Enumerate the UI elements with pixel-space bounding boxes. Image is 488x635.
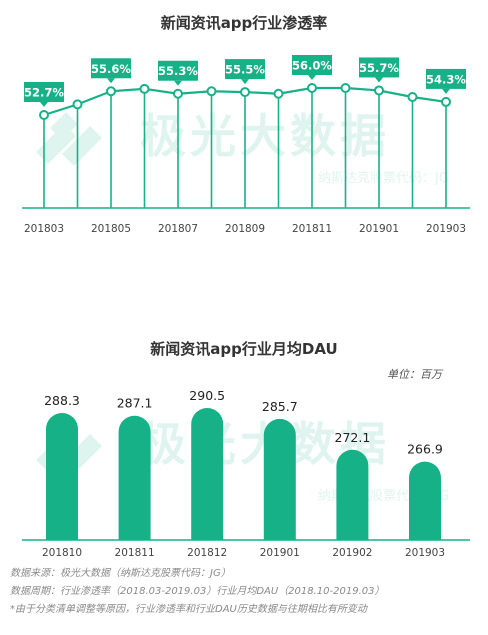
x-tick-label: 201902 — [332, 547, 372, 559]
bar — [336, 449, 369, 540]
data-label-pointer — [442, 88, 450, 94]
watermark-top: 极光大数据 纳斯达克股票代码：JG — [36, 109, 449, 186]
bar — [409, 461, 441, 540]
data-label-pointer — [241, 79, 249, 85]
bar — [46, 412, 78, 540]
bar — [118, 415, 151, 540]
footer-note: *由于分类清单调整等原因，行业渗透率和行业DAU历史数据与往期相比有所变动 — [10, 604, 367, 615]
watermark-bottom: 极光大数据 纳斯达克股票代码：JG — [36, 417, 449, 504]
data-label-box — [91, 58, 131, 79]
data-point — [307, 83, 317, 93]
x-tick-label: 201810 — [42, 547, 82, 559]
x-tick-label: 201811 — [115, 547, 155, 559]
bar-value-label: 285.7 — [262, 399, 298, 414]
data-label-pointer — [174, 80, 182, 86]
data-label-box — [158, 60, 198, 81]
jg-logo-icon — [36, 112, 102, 166]
x-tick-label: 201809 — [225, 223, 265, 235]
data-point — [173, 88, 183, 99]
data-label: 55.6% — [91, 62, 131, 76]
data-label: 55.3% — [158, 64, 198, 78]
line-chart-title: 新闻资讯app行业渗透率 — [161, 14, 328, 32]
data-label-box — [359, 57, 399, 78]
data-point — [374, 85, 384, 96]
x-tick-label: 201807 — [158, 223, 198, 235]
x-tick-label: 201901 — [359, 223, 399, 235]
data-point — [273, 88, 284, 99]
x-tick-label: 201901 — [260, 547, 300, 559]
bar-value-label: 287.1 — [117, 396, 153, 411]
bar — [263, 418, 296, 540]
bar-chart: 288.3 201810 287.1 201811 290.5 201812 285.7 20… — [22, 388, 470, 559]
data-label: 56.0% — [292, 59, 332, 73]
data-point — [72, 99, 83, 110]
data-label-pointer — [40, 102, 48, 107]
x-tick-label: 201812 — [187, 547, 227, 559]
bar-chart-unit: 单位：百万 — [387, 368, 444, 381]
data-point — [407, 92, 418, 102]
bar-value-label: 288.3 — [44, 393, 80, 408]
data-label-box — [426, 68, 466, 89]
x-tick-label: 201903 — [405, 547, 445, 559]
data-point — [39, 110, 49, 120]
x-tick-label: 201903 — [426, 223, 466, 235]
data-label-box — [225, 59, 265, 80]
line-chart: 52.7% 55.6% 55.3% 55.5% 56.0% 55.7% 54.3% 20180… — [22, 55, 470, 235]
bar-value-label: 272.1 — [335, 430, 371, 445]
bar — [191, 408, 224, 540]
x-tick-label: 201805 — [91, 223, 131, 235]
footer-period: 数据周期：行业渗透率（2018.03-2019.03）行业月均DAU（2018.… — [10, 586, 385, 597]
watermark-stock: 纳斯达克股票代码：JG — [318, 171, 449, 186]
footer: 数据来源：极光大数据（纳斯达克股票代码：JG） 数据周期：行业渗透率（2018.… — [10, 565, 480, 619]
bar-chart-title: 新闻资讯app行业月均DAU — [150, 340, 337, 358]
data-label: 55.5% — [225, 63, 265, 77]
data-label: 54.3% — [426, 72, 466, 86]
x-tick-label: 201811 — [292, 223, 332, 235]
data-label-pointer — [375, 77, 383, 83]
data-point — [441, 96, 451, 107]
data-label: 55.7% — [359, 61, 399, 75]
data-label-pointer — [308, 75, 316, 80]
x-tick-label: 201803 — [24, 223, 64, 235]
data-label-box — [24, 82, 64, 102]
data-point — [206, 86, 217, 97]
data-label-box — [292, 55, 332, 75]
bar-value-label: 290.5 — [189, 388, 225, 403]
data-point — [340, 83, 351, 93]
data-point — [106, 86, 116, 97]
data-label-pointer — [107, 78, 115, 84]
data-point — [139, 83, 150, 94]
data-point — [240, 87, 250, 98]
footer-source: 数据来源：极光大数据（纳斯达克股票代码：JG） — [10, 568, 231, 579]
bar-value-label: 266.9 — [407, 442, 443, 457]
data-label: 52.7% — [24, 86, 64, 100]
